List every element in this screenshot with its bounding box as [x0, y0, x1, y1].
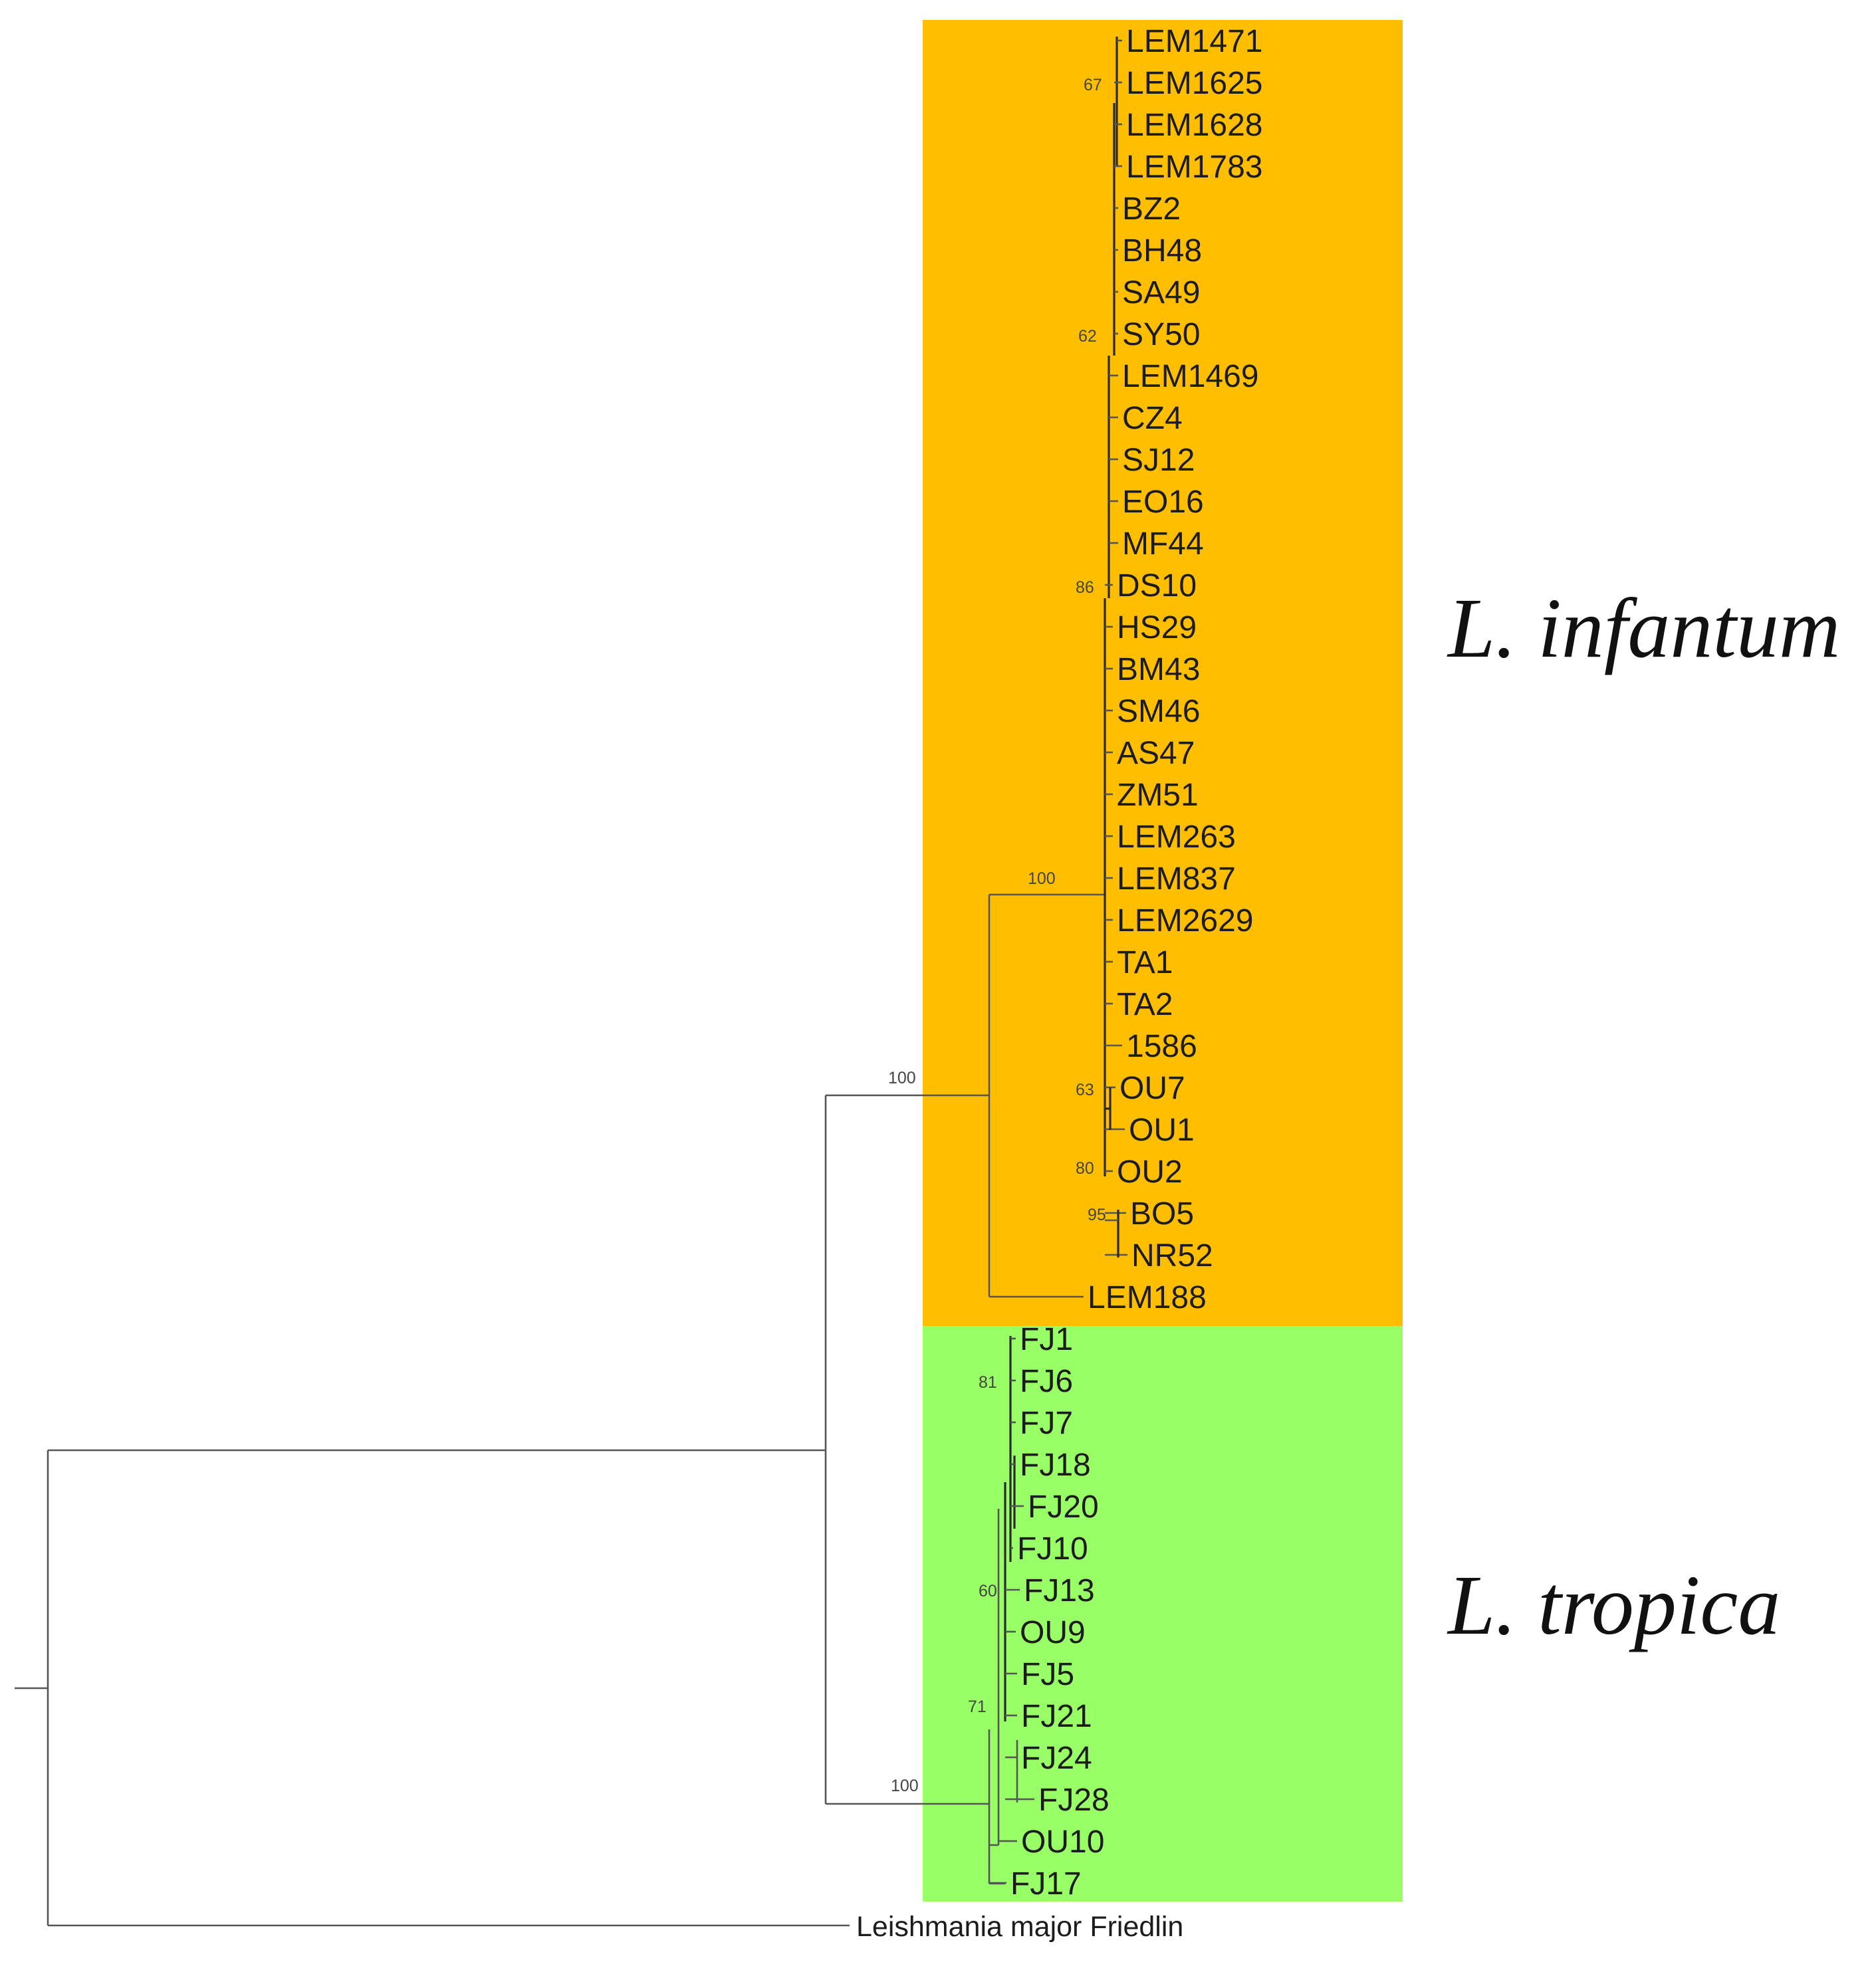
leaf-label-ou9: OU9: [1020, 1615, 1086, 1650]
clade-box-l-tropica: [923, 1326, 1403, 1902]
bootstrap-value-ou2: 80: [1076, 1159, 1094, 1178]
leaf-label-cz4: CZ4: [1122, 401, 1183, 436]
leaf-label-as47: AS47: [1117, 736, 1195, 771]
leaf-label-lem837: LEM837: [1117, 861, 1236, 897]
leaf-label-ou7: OU7: [1119, 1071, 1185, 1106]
leaf-label-lem1783: LEM1783: [1126, 150, 1262, 185]
leaf-label-fj7: FJ7: [1020, 1406, 1073, 1441]
leaf-label-ou10: OU10: [1021, 1824, 1104, 1860]
clade-box-l-infantum: [923, 20, 1403, 1326]
leaf-label-lem1625: LEM1625: [1126, 66, 1262, 101]
leaf-label-lem1628: LEM1628: [1126, 108, 1262, 143]
leaf-label-fj1: FJ1: [1020, 1322, 1073, 1357]
leaf-label-ta2: TA2: [1117, 987, 1173, 1022]
leaf-label-mf44: MF44: [1122, 526, 1204, 562]
leaf-label-bh48: BH48: [1122, 233, 1202, 269]
leaf-label-zm51: ZM51: [1117, 778, 1199, 813]
leaf-label-fj24: FJ24: [1021, 1741, 1092, 1776]
leaf-label-bo5: BO5: [1130, 1196, 1194, 1232]
bootstrap-value-bo5: 95: [1088, 1206, 1106, 1224]
leaf-label-lem1471: LEM1471: [1126, 24, 1262, 59]
leaf-label-eo16: EO16: [1122, 485, 1204, 520]
bootstrap-value-ds10: 86: [1076, 578, 1094, 597]
leaf-label-hs29: HS29: [1117, 610, 1197, 645]
bootstrap-value-species-split: 100: [888, 1069, 916, 1087]
leaf-label-ou1: OU1: [1129, 1113, 1195, 1148]
leaf-label-fj13: FJ13: [1024, 1573, 1095, 1608]
bootstrap-value-infantum-inner: 100: [1028, 869, 1056, 888]
leaf-label-fj17: FJ17: [1010, 1866, 1082, 1902]
leaf-label-ta1: TA1: [1117, 945, 1173, 980]
leaf-label-bm43: BM43: [1117, 652, 1200, 687]
leaf-label-lem263: LEM263: [1117, 820, 1236, 855]
leaf-label-fj5: FJ5: [1021, 1657, 1074, 1692]
leaf-label-fj6: FJ6: [1020, 1364, 1073, 1399]
leaf-label-lem1469: LEM1469: [1122, 359, 1258, 394]
leaf-label-fj20: FJ20: [1028, 1489, 1099, 1525]
leaf-label-fj28: FJ28: [1038, 1783, 1110, 1818]
leaf-label-ou2: OU2: [1117, 1154, 1183, 1190]
bootstrap-value-sy50: 62: [1078, 327, 1097, 346]
bootstrap-value-fj6: 81: [979, 1373, 997, 1392]
leaf-label-fj21: FJ21: [1021, 1699, 1092, 1734]
outgroup-label: Leishmania major Friedlin: [856, 1911, 1183, 1943]
leaf-label-fj10: FJ10: [1017, 1531, 1088, 1567]
clade-label-l-tropica: L. tropica: [1447, 1558, 1780, 1652]
leaf-label-lem2629: LEM2629: [1117, 903, 1253, 938]
clade-label-l-infantum: L. infantum: [1447, 581, 1840, 675]
leaf-label-ds10: DS10: [1117, 568, 1197, 603]
leaf-label-sm46: SM46: [1117, 694, 1200, 729]
leaf-label-1586: 1586: [1126, 1029, 1197, 1064]
bootstrap-value-fj21: 71: [968, 1697, 987, 1716]
bootstrap-value-lem1625: 67: [1084, 76, 1102, 94]
bootstrap-value-fj13: 60: [979, 1582, 997, 1600]
leaf-label-nr52: NR52: [1131, 1238, 1213, 1273]
leaf-label-lem188: LEM188: [1088, 1280, 1207, 1315]
bootstrap-value-tropica-crown: 100: [891, 1777, 919, 1795]
leaf-label-sj12: SJ12: [1122, 443, 1195, 478]
leaf-label-fj18: FJ18: [1020, 1448, 1091, 1483]
leaf-label-sa49: SA49: [1122, 275, 1200, 310]
leaf-label-sy50: SY50: [1122, 317, 1200, 352]
leaf-label-bz2: BZ2: [1122, 191, 1181, 227]
bootstrap-value-ou7: 63: [1076, 1081, 1094, 1099]
